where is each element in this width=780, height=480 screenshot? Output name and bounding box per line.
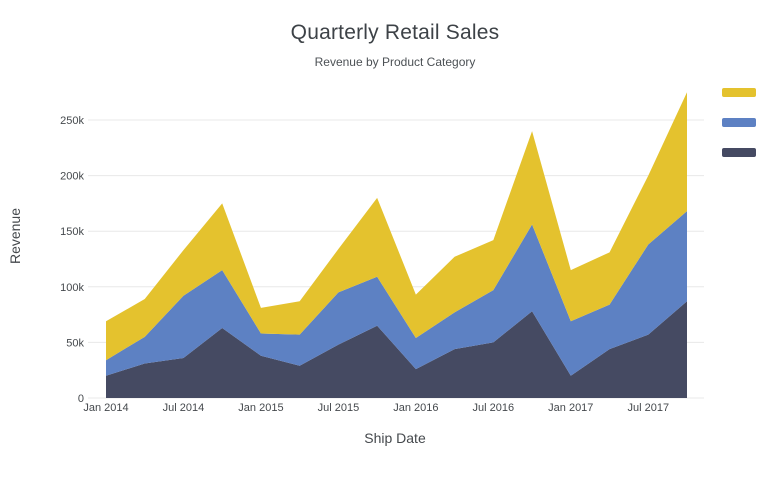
y-axis-title: Revenue bbox=[7, 207, 23, 265]
y-tick-label: 250k bbox=[60, 115, 84, 127]
y-tick-label: 50k bbox=[66, 337, 84, 349]
x-tick-label: Jan 2014 bbox=[83, 402, 128, 414]
y-tick-label: 100k bbox=[60, 282, 84, 294]
area-series-yellow bbox=[106, 92, 687, 361]
x-tick-label: Jul 2015 bbox=[318, 402, 360, 414]
x-tick-label: Jan 2016 bbox=[393, 402, 438, 414]
x-axis-title: Ship Date bbox=[364, 430, 426, 446]
x-tick-label: Jul 2017 bbox=[627, 402, 669, 414]
legend-swatch-blue[interactable] bbox=[722, 118, 756, 127]
x-tick-label: Jan 2015 bbox=[238, 402, 283, 414]
y-tick-label: 200k bbox=[60, 171, 84, 183]
legend-swatch-yellow[interactable] bbox=[722, 88, 756, 97]
legend-swatch-dark-navy[interactable] bbox=[722, 148, 756, 157]
y-tick-label: 0 bbox=[78, 393, 84, 405]
x-tick-label: Jan 2017 bbox=[548, 402, 593, 414]
x-tick-label: Jul 2014 bbox=[163, 402, 205, 414]
area-series-dark-navy bbox=[106, 301, 687, 398]
area-series-blue bbox=[106, 211, 687, 376]
x-tick-label: Jul 2016 bbox=[473, 402, 515, 414]
legend bbox=[722, 88, 762, 178]
chart-subtitle: Revenue by Product Category bbox=[314, 55, 476, 69]
y-tick-label: 150k bbox=[60, 226, 84, 238]
chart-title: Quarterly Retail Sales bbox=[290, 21, 500, 44]
